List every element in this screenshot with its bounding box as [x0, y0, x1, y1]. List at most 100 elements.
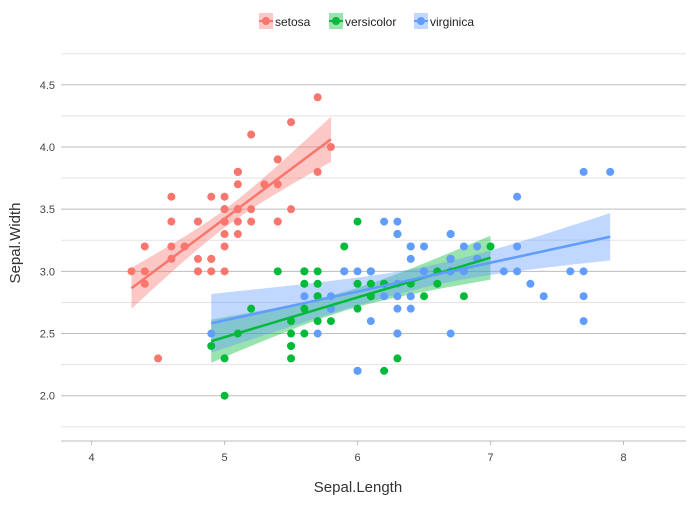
confidence-bands — [131, 116, 611, 363]
legend: setosa versicolor virginica — [259, 13, 474, 29]
setosa-point — [287, 205, 296, 214]
setosa-point — [207, 192, 216, 201]
x-tick-label: 5 — [222, 452, 228, 464]
y-tick-label: 2.0 — [40, 391, 55, 403]
versicolor-point — [300, 267, 309, 276]
virginica-point — [406, 304, 415, 313]
x-tick-label: 6 — [354, 452, 360, 464]
versicolor-point — [380, 366, 389, 375]
virginica-point — [393, 217, 402, 226]
x-tick-label: 4 — [89, 452, 95, 464]
setosa-point — [193, 267, 202, 276]
legend-label-virginica: virginica — [430, 15, 474, 29]
setosa-point — [326, 142, 335, 151]
setosa-point — [247, 205, 256, 214]
virginica-point — [446, 329, 455, 338]
versicolor-point — [433, 279, 442, 288]
virginica-point — [406, 254, 415, 263]
versicolor-point — [313, 292, 322, 301]
virginica-point — [473, 242, 482, 251]
setosa-point — [140, 279, 149, 288]
legend-label-setosa: setosa — [275, 15, 311, 29]
versicolor-point — [220, 391, 229, 400]
setosa-point — [247, 217, 256, 226]
virginica-point — [526, 279, 535, 288]
legend-label-versicolor: versicolor — [345, 15, 396, 29]
setosa-point — [313, 167, 322, 176]
versicolor-point — [340, 242, 349, 251]
versicolor-point — [273, 267, 282, 276]
setosa-point — [220, 267, 229, 276]
setosa-point — [313, 93, 322, 102]
virginica-point — [513, 267, 522, 276]
virginica-point — [393, 292, 402, 301]
virginica-point — [313, 329, 322, 338]
x-axis-title: Sepal.Length — [314, 479, 402, 496]
virginica-point — [539, 292, 548, 301]
setosa-point — [233, 180, 242, 189]
x-tick-label: 8 — [620, 452, 626, 464]
virginica-regression-line — [211, 235, 611, 325]
virginica-point — [579, 292, 588, 301]
virginica-point — [459, 242, 468, 251]
setosa-point — [233, 217, 242, 226]
y-tick-label: 3.0 — [40, 266, 55, 278]
x-tick-label: 7 — [487, 452, 493, 464]
versicolor-point — [300, 304, 309, 313]
versicolor-point — [313, 279, 322, 288]
setosa-point — [167, 192, 176, 201]
setosa-point — [273, 180, 282, 189]
y-tick-label: 4.5 — [40, 80, 55, 92]
virginica-point — [606, 167, 615, 176]
versicolor-point — [353, 279, 362, 288]
virginica-point — [366, 267, 375, 276]
setosa-regression-line — [130, 138, 332, 290]
y-tick-label: 3.5 — [40, 204, 55, 216]
versicolor-point — [220, 354, 229, 363]
virginica-point — [513, 192, 522, 201]
setosa-point — [220, 192, 229, 201]
versicolor-point — [486, 242, 495, 251]
setosa-point — [140, 267, 149, 276]
versicolor-point — [353, 217, 362, 226]
setosa-point — [233, 167, 242, 176]
virginica-point — [499, 267, 508, 276]
virginica-point — [207, 329, 216, 338]
virginica-point — [353, 267, 362, 276]
virginica-point — [566, 267, 575, 276]
virginica-point — [393, 329, 402, 338]
virginica-point — [380, 292, 389, 301]
virginica-point — [579, 167, 588, 176]
y-tick-label: 4.0 — [40, 142, 55, 154]
setosa-point — [154, 354, 163, 363]
virginica-point — [579, 317, 588, 326]
virginica-point — [579, 267, 588, 276]
versicolor-point — [300, 279, 309, 288]
setosa-point — [220, 230, 229, 239]
setosa-point — [233, 230, 242, 239]
setosa-point — [167, 242, 176, 251]
versicolor-point — [420, 292, 429, 301]
setosa-point — [207, 267, 216, 276]
virginica-point — [406, 242, 415, 251]
virginica-point — [300, 292, 309, 301]
virginica-point — [446, 254, 455, 263]
versicolor-point — [287, 329, 296, 338]
versicolor-point — [326, 317, 335, 326]
versicolor-point — [313, 317, 322, 326]
versicolor-point — [393, 354, 402, 363]
versicolor-point — [247, 304, 256, 313]
setosa-point — [167, 217, 176, 226]
versicolor-point — [300, 329, 309, 338]
setosa-point — [193, 254, 202, 263]
setosa-point — [220, 242, 229, 251]
setosa-point — [287, 118, 296, 127]
virginica-point — [380, 217, 389, 226]
setosa-point — [273, 155, 282, 164]
virginica-point — [340, 267, 349, 276]
virginica-point — [406, 292, 415, 301]
versicolor-point — [207, 341, 216, 350]
versicolor-point — [366, 279, 375, 288]
setosa-point — [247, 130, 256, 139]
